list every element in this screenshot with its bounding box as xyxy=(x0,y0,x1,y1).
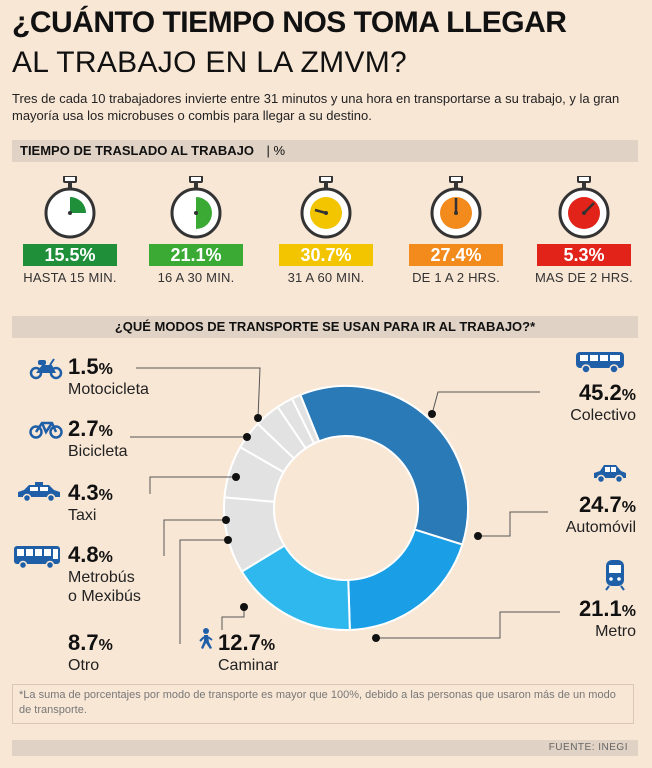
timer-badge: 30.7% xyxy=(279,244,373,266)
minibus-icon xyxy=(576,352,624,374)
title-line-1: ¿CUÁNTO TIEMPO NOS TOMA LLEGAR xyxy=(12,6,567,39)
source-text: FUENTE: INEGI xyxy=(548,742,628,753)
name-metrobus-line2: o Mexibús xyxy=(68,588,141,605)
timer-label: 31 A 60 MIN. xyxy=(287,270,365,285)
timer-badge: 21.1% xyxy=(149,244,243,266)
label-otro: 8.7% Otro xyxy=(68,630,113,674)
label-automovil: 24.7% Automóvil xyxy=(546,492,636,537)
travel-time-section-header: TIEMPO DE TRASLADO AL TRABAJO | % xyxy=(12,140,638,162)
donut-slice-automóvil xyxy=(347,528,464,631)
title-line-2: AL TRABAJO EN LA ZMVM? xyxy=(12,46,408,79)
label-caminar: 12.7% Caminar xyxy=(218,630,279,674)
travel-time-unit: | % xyxy=(266,143,286,158)
stopwatch-icon xyxy=(300,176,352,239)
bicycle-icon xyxy=(29,421,63,439)
timer-badge: 5.3% xyxy=(537,244,631,266)
car-icon xyxy=(594,465,626,484)
leader-line-colectivo xyxy=(431,391,540,415)
timer-31-to-60-min: 30.7% 31 A 60 MIN. xyxy=(266,176,386,285)
leader-line-metro xyxy=(376,611,560,639)
motorcycle-icon xyxy=(29,358,63,380)
leader-dot xyxy=(243,433,251,441)
label-bicicleta: 2.7% Bicicleta xyxy=(68,416,128,460)
name-taxi: Taxi xyxy=(68,507,97,524)
leader-line-caminar xyxy=(221,607,245,630)
name-automovil: Automóvil xyxy=(565,519,636,536)
label-colectivo: 45.2% Colectivo xyxy=(556,380,636,425)
label-motocicleta: 1.5% Motocicleta xyxy=(68,354,149,398)
label-metro: 21.1% Metro xyxy=(556,596,636,641)
timer-16-to-30-min: 21.1% 16 A 30 MIN. xyxy=(136,176,256,285)
leader-dot xyxy=(428,410,436,418)
value-otro: 8.7 xyxy=(68,630,99,655)
source-bar: FUENTE: INEGI xyxy=(12,740,638,756)
leader-line-metrobus xyxy=(163,519,226,556)
leader-dot xyxy=(222,516,230,524)
timer-more-than-2-hrs: 5.3% MAS DE 2 HRS. xyxy=(524,176,644,285)
name-otro: Otro xyxy=(68,657,100,674)
value-automovil: 24.7 xyxy=(578,492,622,517)
leader-dot xyxy=(224,536,232,544)
footnote: *La suma de porcentajes por modo de tran… xyxy=(12,684,634,724)
timer-label: HASTA 15 MIN. xyxy=(23,270,117,285)
subtitle: Tres de cada 10 trabajadores invierte en… xyxy=(12,91,620,123)
taxi-icon xyxy=(18,482,60,503)
leader-line-taxi xyxy=(149,476,236,494)
timer-fill xyxy=(70,197,86,213)
timer-label: DE 1 A 2 HRS. xyxy=(412,270,500,285)
value-motocicleta: 1.5 xyxy=(68,354,99,379)
name-metro: Metro xyxy=(595,623,636,640)
timer-badge: 27.4% xyxy=(409,244,503,266)
label-taxi: 4.3% Taxi xyxy=(68,480,113,524)
name-colectivo: Colectivo xyxy=(570,407,636,424)
travel-time-title: TIEMPO DE TRASLADO AL TRABAJO xyxy=(20,143,255,158)
modes-section-header: ¿QUÉ MODOS DE TRANSPORTE SE USAN PARA IR… xyxy=(12,316,638,338)
leader-dot xyxy=(240,603,248,611)
donut-slice-motocicleta xyxy=(290,393,321,445)
bus-icon xyxy=(14,546,60,570)
label-metrobus: 4.8% Metrobús o Mexibús xyxy=(68,542,141,605)
value-colectivo: 45.2 xyxy=(578,380,622,405)
timer-up-to-15-min: 15.5% HASTA 15 MIN. xyxy=(10,176,130,285)
value-taxi: 4.3 xyxy=(68,480,99,505)
value-caminar: 12.7 xyxy=(218,630,261,655)
timer-label: MAS DE 2 HRS. xyxy=(535,270,633,285)
timer-fill xyxy=(196,197,212,229)
value-metro: 21.1 xyxy=(578,596,622,621)
leader-dot xyxy=(372,634,380,642)
name-motocicleta: Motocicleta xyxy=(68,381,149,398)
stopwatch-icon xyxy=(558,176,610,239)
stopwatch-icon xyxy=(170,176,222,239)
leader-dot xyxy=(232,473,240,481)
walking-person-icon xyxy=(199,628,213,649)
donut-slice-colectivo xyxy=(298,385,469,546)
name-bicicleta: Bicicleta xyxy=(68,443,128,460)
timer-label: 16 A 30 MIN. xyxy=(157,270,235,285)
leader-line-otro xyxy=(179,539,228,644)
timer-badge: 15.5% xyxy=(23,244,117,266)
stopwatch-icon xyxy=(430,176,482,239)
timer-1-to-2-hrs: 27.4% DE 1 A 2 HRS. xyxy=(396,176,516,285)
leader-line-motocicleta xyxy=(136,367,261,419)
name-caminar: Caminar xyxy=(218,657,279,674)
value-bicicleta: 2.7 xyxy=(68,416,99,441)
metro-icon xyxy=(605,560,625,591)
name-metrobus-line1: Metrobús xyxy=(68,569,135,586)
value-metrobus: 4.8 xyxy=(68,542,99,567)
leader-lines xyxy=(130,367,560,644)
stopwatch-icon xyxy=(44,176,96,239)
leader-dot xyxy=(474,532,482,540)
leader-dot xyxy=(254,414,262,422)
leader-line-automovil xyxy=(478,511,548,537)
modes-title: ¿QUÉ MODOS DE TRANSPORTE SE USAN PARA IR… xyxy=(114,319,536,334)
